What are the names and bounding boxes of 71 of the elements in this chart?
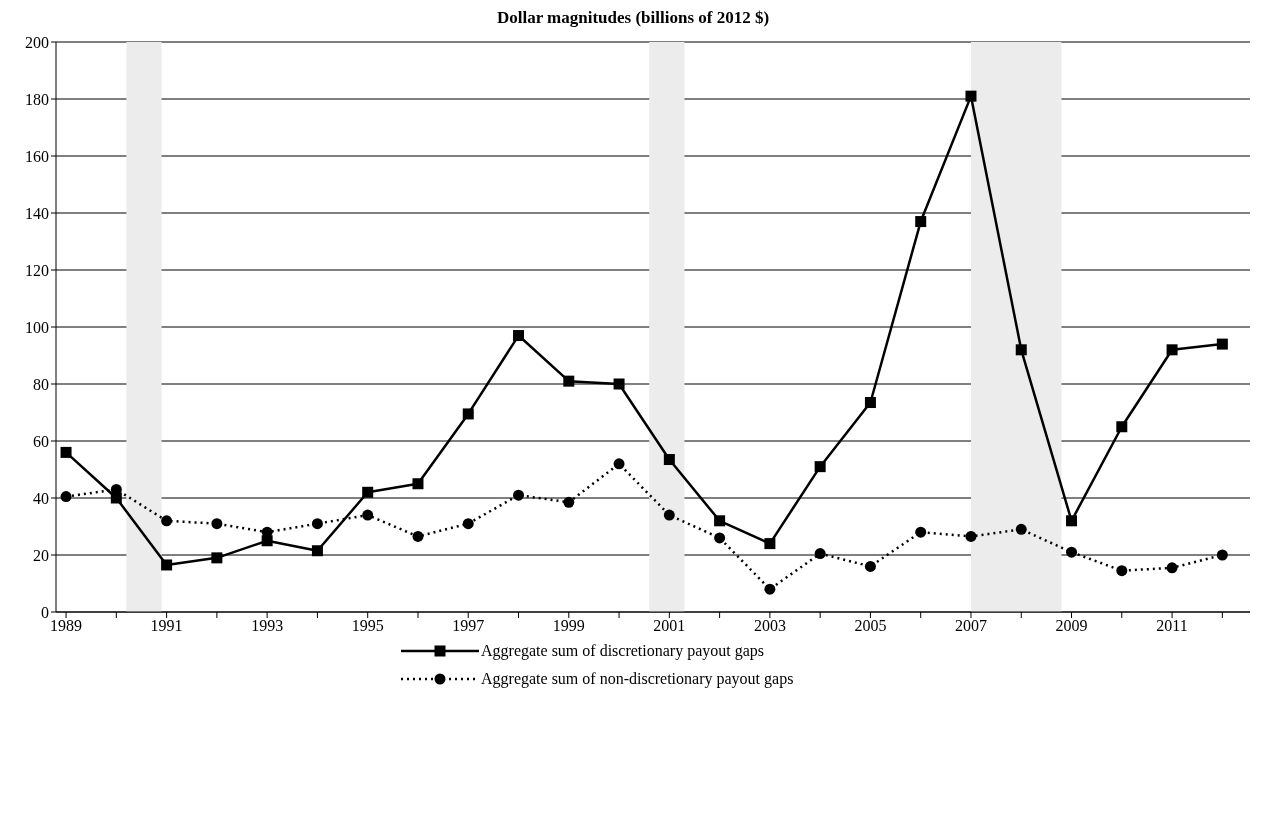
point — [814, 548, 826, 560]
point — [412, 530, 424, 542]
point — [613, 378, 625, 390]
point — [1116, 565, 1128, 577]
point — [1216, 549, 1228, 561]
point — [1066, 546, 1078, 558]
x-tick-label: 2007 — [954, 617, 987, 635]
point — [764, 538, 776, 550]
legend-label: Aggregate sum of non-discretionary payout gaps — [481, 670, 794, 688]
point — [362, 486, 374, 498]
point — [311, 545, 323, 557]
x-tick-label: 2001 — [653, 617, 686, 635]
point — [462, 518, 474, 530]
y-tick-label: 180 — [25, 90, 49, 108]
point — [161, 559, 173, 571]
y-tick-label: 140 — [25, 204, 49, 222]
y-tick-label: 80 — [33, 375, 49, 393]
point — [311, 518, 323, 530]
x-tick-label: 1991 — [150, 617, 183, 635]
point — [412, 478, 424, 490]
point — [814, 461, 826, 473]
point — [1116, 421, 1128, 433]
point — [663, 509, 675, 521]
x-tick-label: 1989 — [50, 617, 83, 635]
x-tick-label: 1997 — [452, 617, 485, 635]
point — [663, 454, 675, 466]
x-tick-label: 1999 — [552, 617, 585, 635]
x-tick-label: 2003 — [753, 617, 786, 635]
point — [965, 530, 977, 542]
point — [563, 496, 575, 508]
point — [714, 515, 726, 527]
point — [1166, 344, 1178, 356]
point — [864, 560, 876, 572]
point — [1216, 338, 1228, 350]
x-tick-label: 2005 — [854, 617, 887, 635]
point — [915, 216, 927, 228]
legend-label: Aggregate sum of discretionary payout gaps — [481, 642, 765, 660]
point — [864, 397, 876, 409]
point — [613, 458, 625, 470]
point — [764, 583, 776, 595]
point — [362, 509, 374, 521]
x-tick-label: 2011 — [1156, 617, 1188, 635]
y-tick-label: 0 — [41, 603, 49, 621]
point — [915, 526, 927, 538]
y-tick-label: 40 — [33, 489, 49, 507]
point — [1015, 344, 1027, 356]
x-tick-label: 1995 — [351, 617, 384, 635]
point — [60, 491, 72, 503]
point — [513, 489, 525, 501]
point — [965, 90, 977, 102]
point — [1166, 562, 1178, 574]
y-tick-label: 120 — [25, 261, 49, 279]
point — [211, 552, 223, 564]
y-tick-label: 60 — [33, 432, 49, 450]
point — [462, 408, 474, 420]
y-tick-label: 100 — [25, 318, 49, 336]
y-tick-label: 160 — [25, 147, 49, 165]
point — [513, 330, 525, 342]
point — [161, 515, 173, 527]
point — [211, 518, 223, 530]
point — [563, 375, 575, 387]
point — [714, 532, 726, 544]
x-tick-label: 1993 — [251, 617, 284, 635]
x-tick-label: 2009 — [1055, 617, 1088, 635]
chart-title: Dollar magnitudes (billions of 2012 $) — [495, 8, 771, 28]
point — [1015, 523, 1027, 535]
y-tick-label: 20 — [33, 546, 49, 564]
point — [110, 492, 122, 504]
y-tick-label: 200 — [25, 33, 49, 51]
point — [1066, 515, 1078, 527]
point — [60, 446, 72, 458]
